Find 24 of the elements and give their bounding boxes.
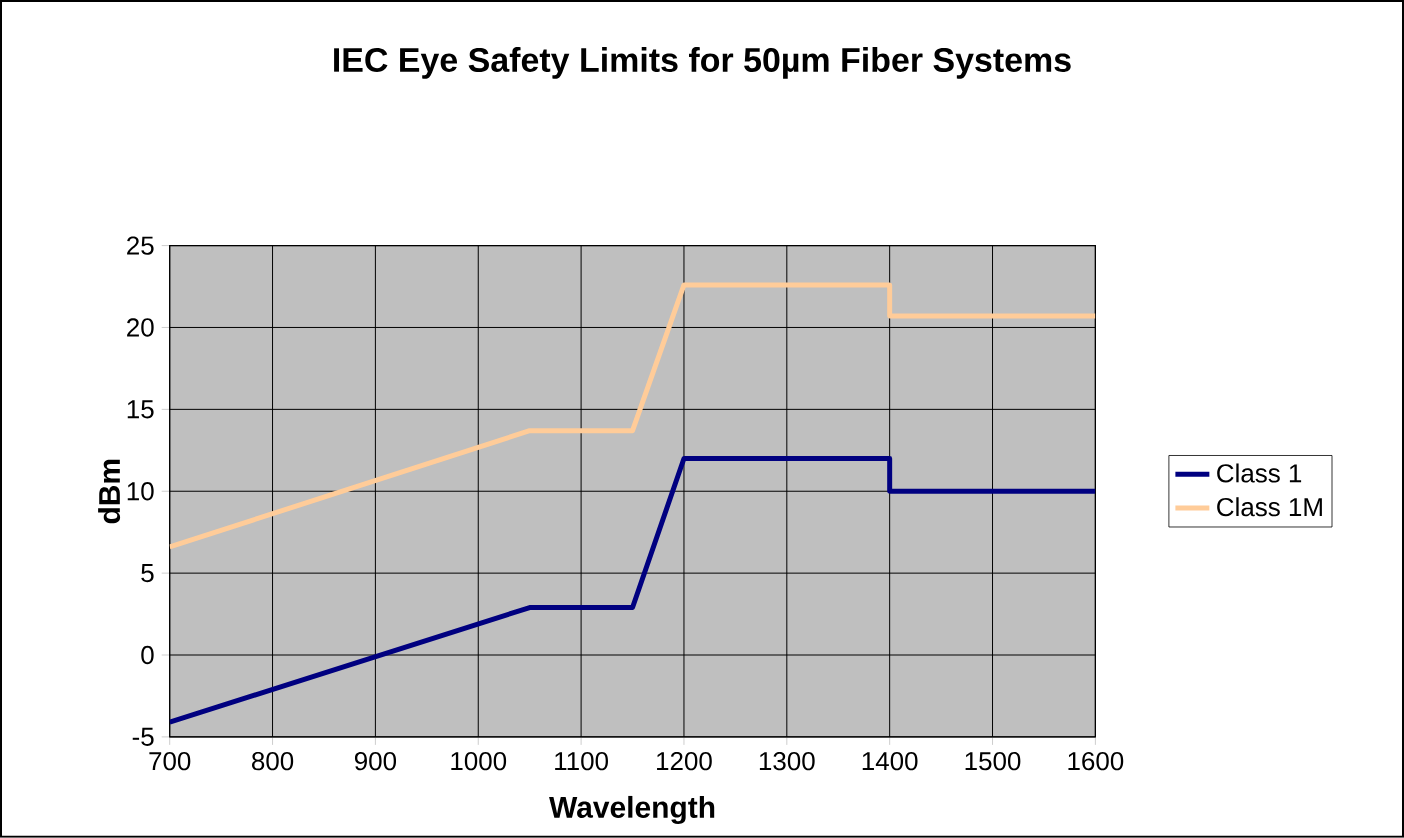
y-tick-label: 0 <box>141 645 154 665</box>
x-tick-label: 1600 <box>1068 752 1124 771</box>
y-tick-label: 20 <box>127 318 154 337</box>
x-tick-label: 900 <box>354 752 397 771</box>
y-tick-label: -5 <box>132 727 154 747</box>
legend-label: Class 1M <box>1217 497 1322 517</box>
x-tick-label: 700 <box>149 752 191 771</box>
y-axis-title: dBm <box>98 459 121 524</box>
x-tick-label: 1100 <box>555 752 608 771</box>
y-tick-label: 25 <box>127 236 154 255</box>
line-series <box>169 282 1096 550</box>
y-tick-label: 10 <box>127 482 154 501</box>
x-tick-label: 1500 <box>965 752 1021 771</box>
x-tick-label: 1400 <box>862 752 918 771</box>
y-tick-label: 5 <box>141 564 154 583</box>
y-tick-label: 15 <box>127 400 154 419</box>
x-tick-label: 1000 <box>451 752 507 771</box>
x-tick-label: 1300 <box>759 752 815 771</box>
x-axis-title: Wavelength <box>549 796 715 825</box>
x-tick-label: 800 <box>252 752 294 771</box>
chart-title: IEC Eye Safety Limits for 50µm Fiber Systems <box>334 47 1071 79</box>
line-series <box>169 456 1096 725</box>
legend-label: Class 1 <box>1217 463 1302 483</box>
x-tick-label: 1200 <box>657 752 712 771</box>
